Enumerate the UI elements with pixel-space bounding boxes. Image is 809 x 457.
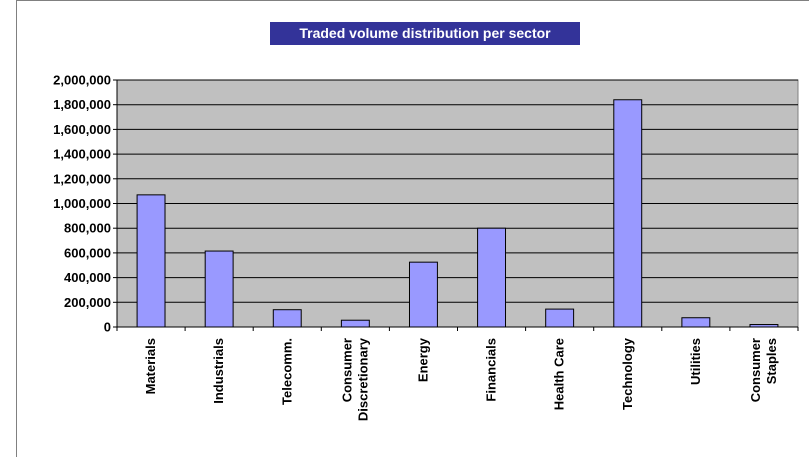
y-tick-label: 1,400,000	[53, 147, 111, 162]
y-tick-label: 1,000,000	[53, 196, 111, 211]
x-category-label: Energy	[415, 337, 430, 382]
y-tick-label: 600,000	[64, 245, 111, 260]
bar	[340, 319, 370, 328]
y-tick-label: 2,000,000	[53, 73, 111, 88]
x-category-label: Utilities	[688, 338, 703, 385]
x-category-label: Staples	[764, 338, 779, 384]
x-category-label: Materials	[143, 338, 158, 394]
y-tick-label: 0	[104, 320, 111, 335]
chart-title: Traded volume distribution per sector	[270, 22, 580, 45]
y-tick-label: 400,000	[64, 270, 111, 285]
bar	[613, 99, 643, 328]
y-tick-label: 1,600,000	[53, 122, 111, 137]
x-category-label: Financials	[484, 338, 499, 402]
bar	[545, 308, 575, 328]
x-category-label: Discretionary	[355, 337, 370, 421]
bar	[136, 194, 166, 328]
x-category-label: Technology	[620, 337, 635, 410]
x-category-label: Consumer	[339, 338, 354, 402]
bar	[681, 317, 711, 328]
x-category-label: Telecomm.	[279, 338, 294, 405]
bar	[477, 227, 507, 328]
x-category-label: Industrials	[211, 338, 226, 404]
y-tick-label: 800,000	[64, 221, 111, 236]
y-tick-label: 1,800,000	[53, 97, 111, 112]
bar	[272, 309, 302, 328]
x-category-label: Consumer	[748, 338, 763, 402]
bar	[408, 261, 438, 328]
bar	[204, 250, 234, 328]
y-tick-label: 200,000	[64, 295, 111, 310]
x-category-label: Health Care	[552, 338, 567, 410]
y-tick-label: 1,200,000	[53, 171, 111, 186]
